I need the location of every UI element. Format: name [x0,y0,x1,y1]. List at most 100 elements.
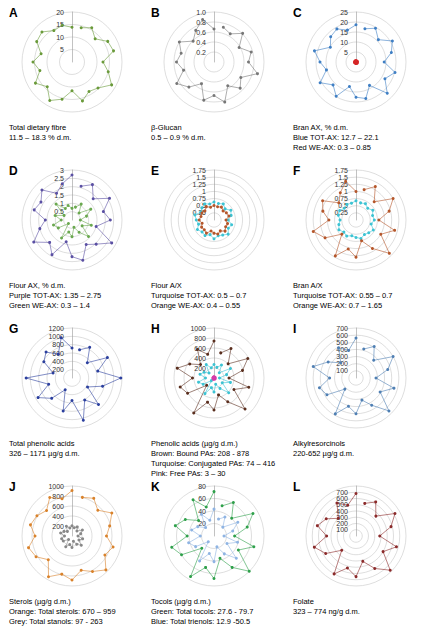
svg-text:10: 10 [340,39,348,46]
svg-text:10: 10 [56,34,64,41]
svg-text:11.5 – 18.3 % d.m.: 11.5 – 18.3 % d.m. [9,133,71,142]
svg-text:Total dietary fibre: Total dietary fibre [9,123,66,132]
svg-text:2.5: 2.5 [54,175,64,182]
svg-text:100: 100 [336,526,348,533]
svg-text:300: 300 [336,353,348,360]
svg-text:I: I [293,322,296,336]
svg-text:1.5: 1.5 [338,174,348,181]
svg-text:Green WE-AX: 0.3 – 1.4: Green WE-AX: 0.3 – 1.4 [9,301,90,310]
svg-text:Flour A/X: Flour A/X [151,281,182,290]
svg-text:Bran A/X: Bran A/X [293,281,323,290]
svg-text:400: 400 [52,358,64,365]
svg-text:F: F [293,164,300,178]
svg-text:5: 5 [344,49,348,56]
svg-text:20: 20 [56,9,64,16]
svg-text:1: 1 [344,188,348,195]
svg-text:600: 600 [336,495,348,502]
svg-text:5: 5 [60,46,64,53]
svg-text:400: 400 [194,355,206,362]
svg-text:0.75: 0.75 [192,195,206,202]
svg-text:Grey: Total stanols: 97 - 263: Grey: Total stanols: 97 - 263 [9,617,103,626]
svg-text:C: C [293,6,302,20]
svg-text:700: 700 [336,325,348,332]
svg-text:0.5: 0.5 [338,202,348,209]
svg-text:Flour AX, % d.m.: Flour AX, % d.m. [9,281,65,290]
svg-text:60: 60 [198,495,206,502]
svg-text:Turquoise: Conjugated PAs: 74: Turquoise: Conjugated PAs: 74 – 416 [151,459,275,468]
svg-text:500: 500 [336,339,348,346]
svg-text:0.5 – 0.9 % d.m.: 0.5 – 0.9 % d.m. [151,133,206,142]
svg-text:400: 400 [52,513,64,520]
svg-text:600: 600 [52,350,64,357]
svg-text:200: 200 [52,523,64,530]
svg-text:800: 800 [194,335,206,342]
svg-text:Brown: Bound PAs: 208 - 878: Brown: Bound PAs: 208 - 878 [151,449,249,458]
svg-text:1.25: 1.25 [192,181,206,188]
svg-text:Turquoise TOT-AX: 0.5 – 0.7: Turquoise TOT-AX: 0.5 – 0.7 [151,291,246,300]
svg-text:K: K [151,480,160,494]
svg-text:220-652 µg/g d.m.: 220-652 µg/g d.m. [293,449,354,458]
svg-text:700: 700 [336,489,348,496]
svg-text:Purple TOT-AX: 1.35 – 2.75: Purple TOT-AX: 1.35 – 2.75 [9,291,101,300]
svg-text:Alkylresorcinols: Alkylresorcinols [293,439,345,448]
svg-text:Blue TOT-AX: 12.7 – 22.1: Blue TOT-AX: 12.7 – 22.1 [293,133,379,142]
svg-text:1.5: 1.5 [54,192,64,199]
svg-text:0.75: 0.75 [334,195,348,202]
svg-text:Blue: Total trienols: 12.9 -50: Blue: Total trienols: 12.9 -50.5 [151,617,250,626]
svg-text:1.75: 1.75 [192,167,206,174]
svg-text:323 – 774 ng/g d.m.: 323 – 774 ng/g d.m. [293,607,360,616]
svg-text:100: 100 [336,367,348,374]
svg-text:Phenolic acids (µg/g d.m.): Phenolic acids (µg/g d.m.) [151,439,238,448]
svg-text:80: 80 [198,483,206,490]
svg-text:1.0: 1.0 [196,9,206,16]
svg-text:Orange WE-AX: 0.7 – 1.65: Orange WE-AX: 0.7 – 1.65 [293,301,382,310]
svg-text:3: 3 [60,167,64,174]
svg-text:Orange: Total sterols: 670 – 9: Orange: Total sterols: 670 – 959 [9,607,116,616]
svg-text:A: A [9,6,18,20]
svg-text:L: L [293,480,300,494]
svg-text:Turquoise TOT-AX: 0.55 – 0.7: Turquoise TOT-AX: 0.55 – 0.7 [293,291,393,300]
svg-text:Total phenolic acids: Total phenolic acids [9,439,75,448]
svg-text:Pink: Free PAs: 3 – 30: Pink: Free PAs: 3 – 30 [151,469,225,478]
svg-text:Sterols (µg/g d.m.): Sterols (µg/g d.m.) [9,597,71,606]
svg-text:1.25: 1.25 [334,181,348,188]
svg-text:200: 200 [336,360,348,367]
svg-text:G: G [9,322,18,336]
svg-text:15: 15 [56,21,64,28]
svg-text:1000: 1000 [190,325,206,332]
svg-text:800: 800 [52,341,64,348]
svg-text:0.25: 0.25 [334,209,348,216]
svg-text:400: 400 [336,346,348,353]
svg-text:326 – 1171 µg/g d.m.: 326 – 1171 µg/g d.m. [9,449,79,458]
svg-text:B: B [151,6,160,20]
svg-text:1: 1 [202,188,206,195]
svg-text:1.5: 1.5 [196,174,206,181]
svg-text:0.5: 0.5 [196,202,206,209]
svg-text:0.2: 0.2 [196,49,206,56]
svg-text:1.75: 1.75 [334,167,348,174]
svg-text:0.6: 0.6 [196,29,206,36]
svg-text:0.4: 0.4 [196,39,206,46]
svg-text:1200: 1200 [48,325,64,332]
svg-text:Tocols (µg/g d.m.): Tocols (µg/g d.m.) [151,597,211,606]
svg-text:0.8: 0.8 [196,18,206,26]
svg-text:H: H [151,322,160,336]
svg-text:J: J [9,480,16,494]
svg-text:E: E [151,164,159,178]
svg-text:Bran AX, % d.m.: Bran AX, % d.m. [293,123,348,132]
svg-text:15: 15 [340,28,348,36]
svg-text:1000: 1000 [48,333,64,340]
svg-text:20: 20 [340,19,348,26]
svg-text:β-Glucan: β-Glucan [151,123,182,132]
svg-text:600: 600 [336,332,348,339]
svg-text:600: 600 [52,503,64,510]
svg-text:Red WE-AX: 0.3 – 0.85: Red WE-AX: 0.3 – 0.85 [293,143,371,152]
svg-text:Folate: Folate [293,597,314,606]
svg-text:1000: 1000 [48,483,64,490]
svg-text:Orange WE-AX: 0.4 – 0.55: Orange WE-AX: 0.4 – 0.55 [151,301,240,310]
svg-text:200: 200 [336,520,348,527]
svg-text:25: 25 [340,9,348,16]
svg-text:D: D [9,164,18,178]
svg-text:Green: Total tocols: 27.6 - 79: Green: Total tocols: 27.6 - 79.7 [151,607,253,616]
svg-text:1: 1 [60,200,64,207]
